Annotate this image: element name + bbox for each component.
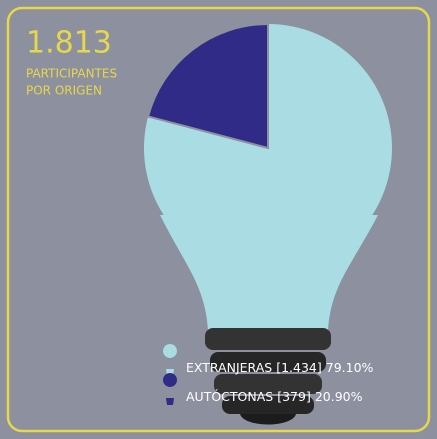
legend-percent: 20.90% bbox=[315, 389, 363, 404]
infographic: 1.813 PARTICIPANTES POR ORIGEN EXTRANJER… bbox=[0, 0, 437, 439]
legend-count: [379] bbox=[277, 389, 311, 404]
legend-count: [1.434] bbox=[276, 360, 322, 375]
pie bbox=[144, 24, 392, 272]
legend-icon bbox=[163, 373, 177, 405]
subtitle: PARTICIPANTES bbox=[26, 67, 117, 81]
legend-name: AUTÓCTONAS bbox=[186, 389, 273, 404]
legend-name: EXTRANJERAS bbox=[186, 360, 272, 375]
subtitle: POR ORIGEN bbox=[26, 84, 102, 98]
legend-icon bbox=[163, 344, 177, 376]
total: 1.813 bbox=[26, 26, 112, 61]
legend-percent: 79.10% bbox=[326, 360, 374, 375]
bulb-base bbox=[205, 328, 331, 425]
legend-label: EXTRANJERAS [1.434] 79.10% bbox=[186, 360, 374, 375]
